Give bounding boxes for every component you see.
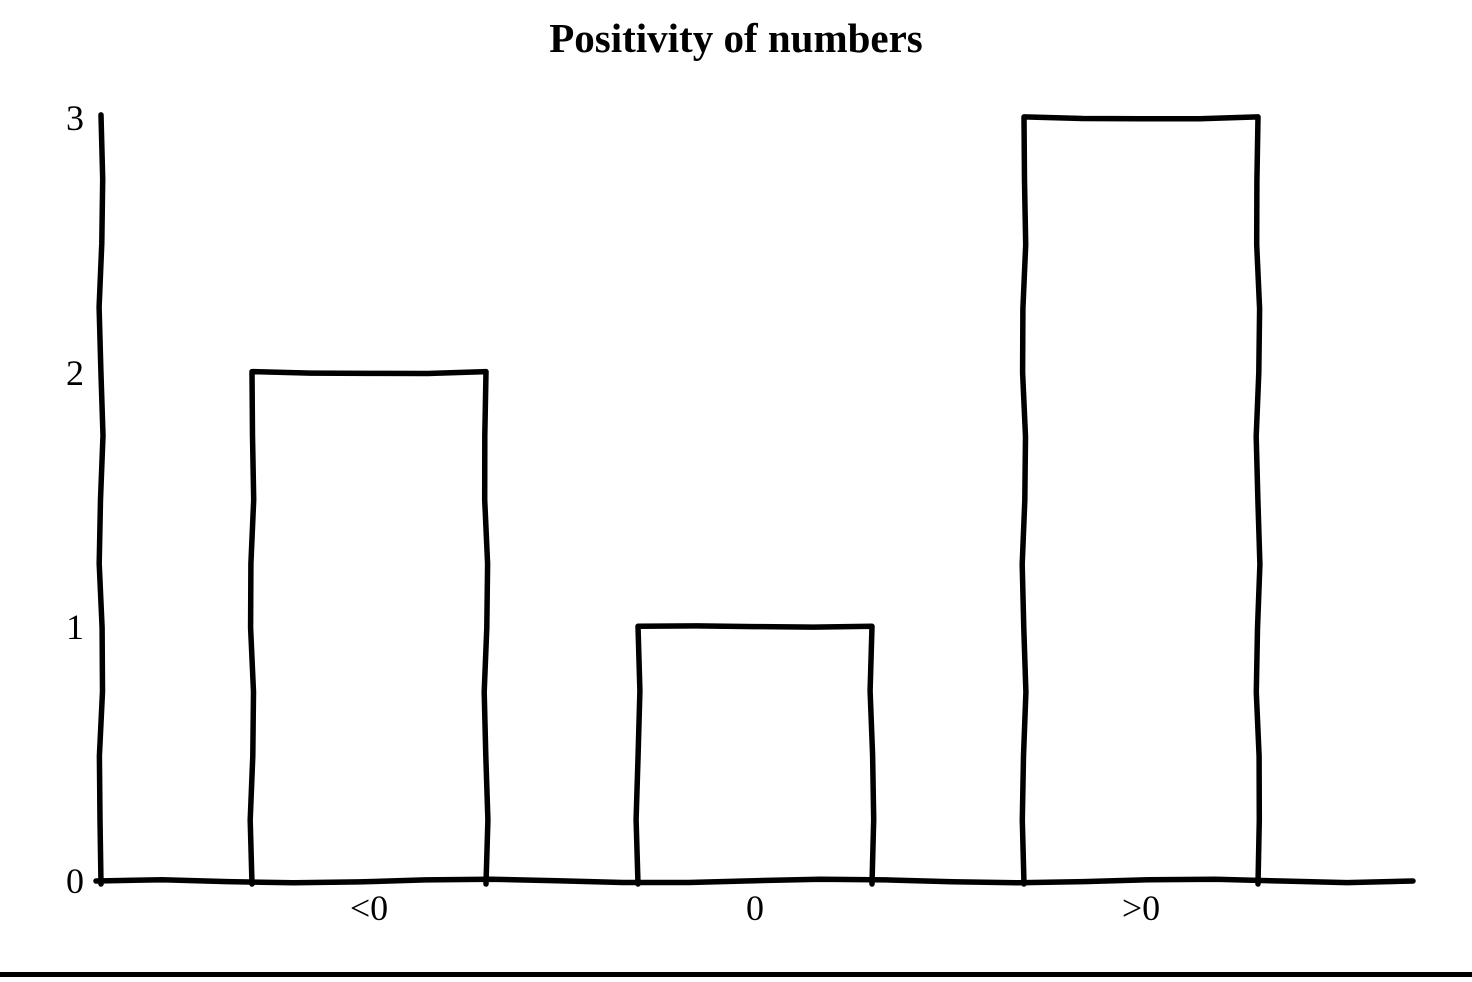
bar-outline-0 [633,623,877,887]
x-tick-label-positive: >0 [1121,888,1161,928]
bar-outline->0 [1019,114,1263,887]
x-tick-label-zero: 0 [746,888,764,928]
bottom-rule [0,972,1472,977]
y-tick-label-0: 0 [66,861,84,901]
y-tick-label-3: 3 [66,98,84,138]
x-axis [93,876,1416,886]
chart-title: Positivity of numbers [549,15,923,61]
y-tick-label-1: 1 [66,607,84,647]
y-axis [96,112,106,887]
bar-outline-<0 [247,368,491,887]
x-tick-label-negative: <0 [349,888,389,928]
y-tick-label-2: 2 [66,353,84,393]
